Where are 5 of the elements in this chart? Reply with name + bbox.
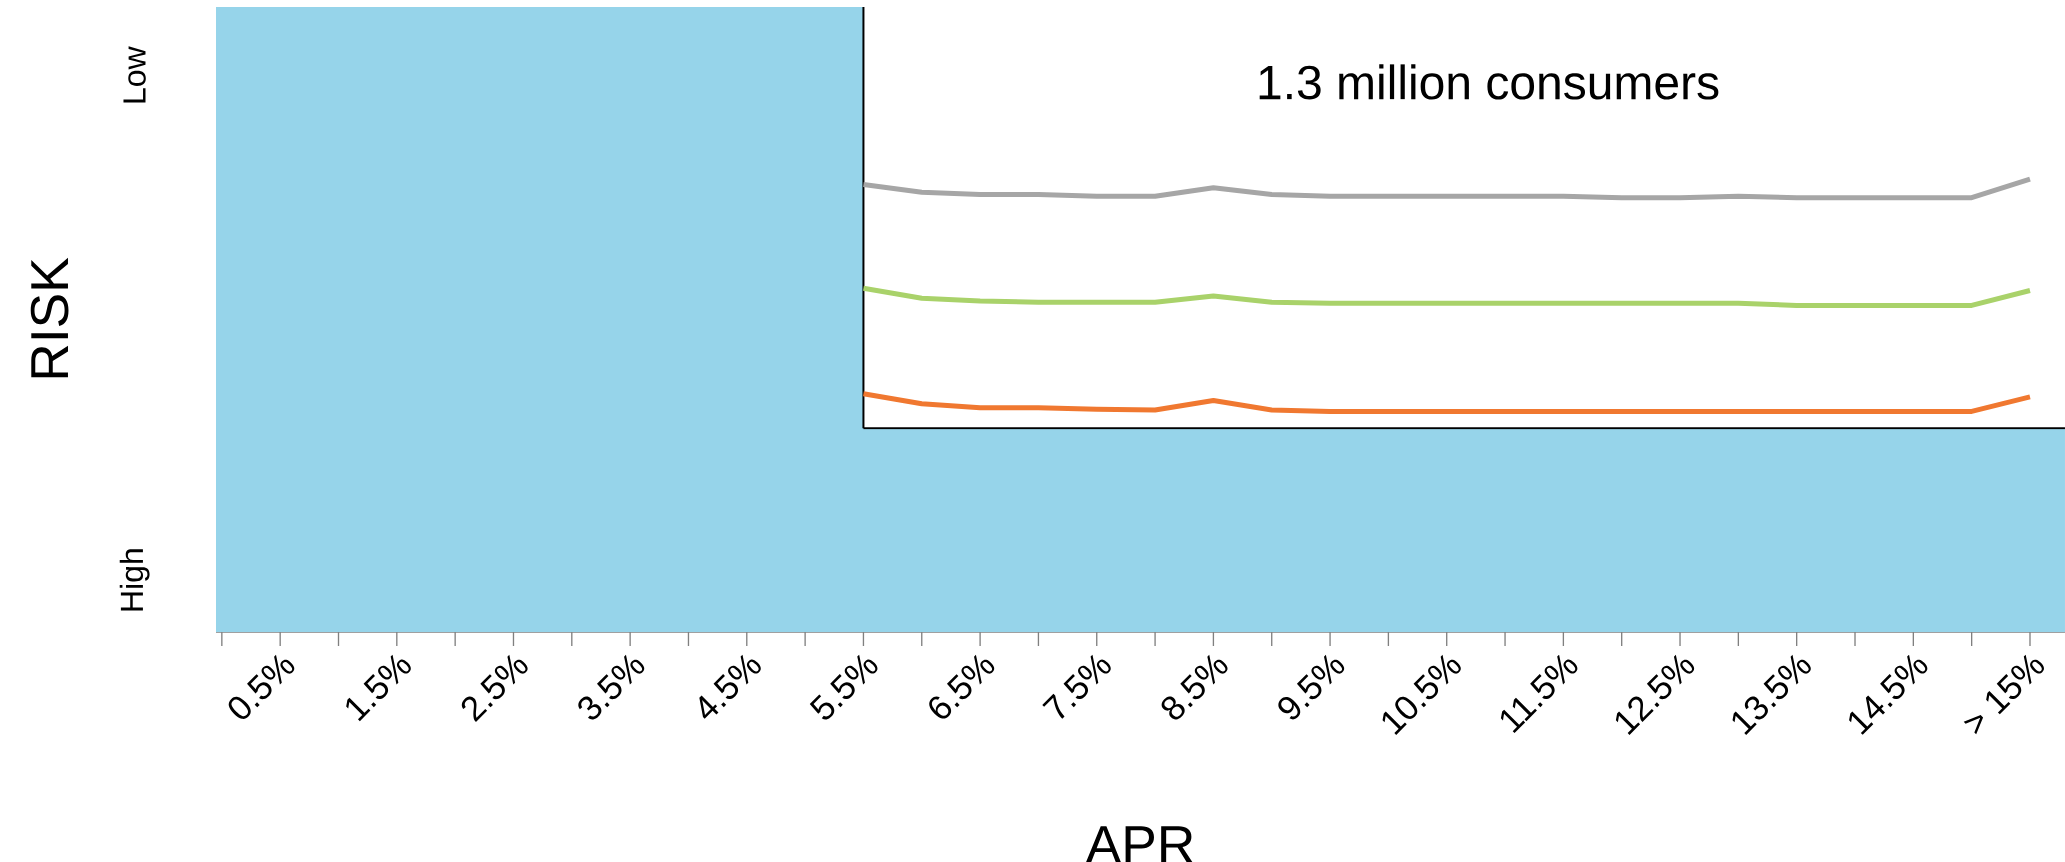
text: Low (123, 46, 146, 103)
text: High (119, 549, 150, 611)
x-axis-title: APR (1085, 826, 1193, 862)
y-axis-title: RISK (30, 257, 69, 378)
text: 1.3 million consumers (1259, 64, 1719, 100)
